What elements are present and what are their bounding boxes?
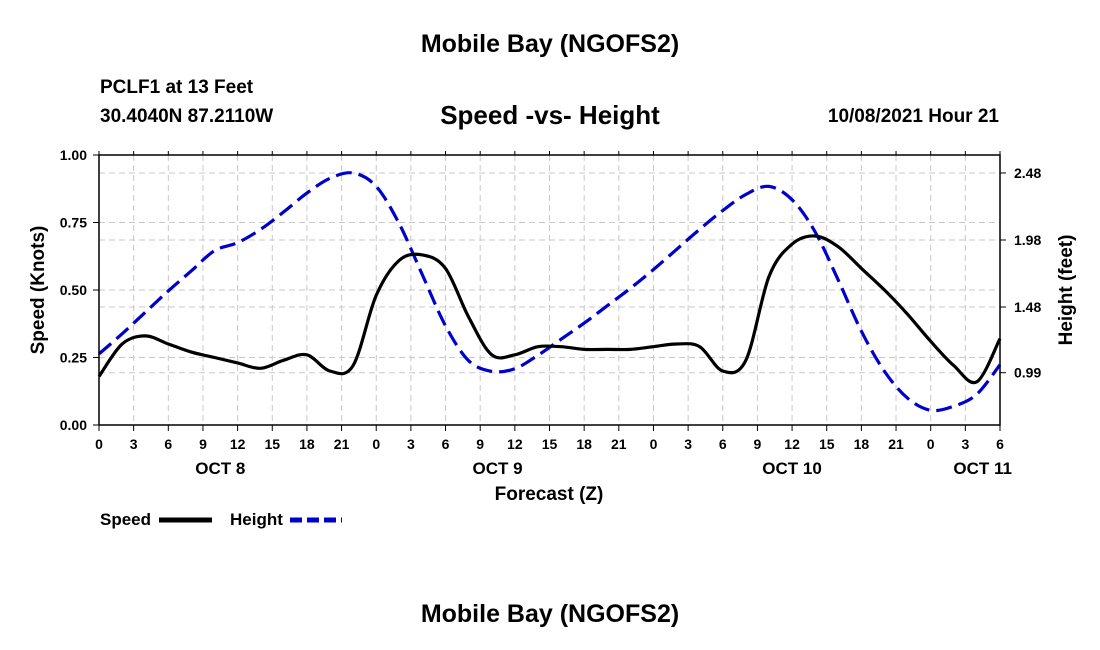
- x-tick-label: 18: [854, 436, 870, 452]
- x-axis-label: Forecast (Z): [495, 484, 604, 505]
- series-layer: [97, 171, 1002, 413]
- x-tick-label: 15: [819, 436, 835, 452]
- legend: Speed Height: [100, 510, 342, 529]
- x-tick-label: 15: [542, 436, 558, 452]
- x-tick-label: 12: [784, 436, 800, 452]
- x-tick-label: 18: [299, 436, 315, 452]
- day-label: OCT 8: [195, 459, 245, 478]
- page-title: Mobile Bay (NGOFS2): [420, 30, 680, 58]
- y2-tick-label: 1.48: [1014, 299, 1041, 315]
- x-tick-label: 3: [684, 436, 692, 452]
- x-tick-label: 6: [164, 436, 172, 452]
- y2-axis-label: Height (feet): [1056, 235, 1077, 346]
- x-tick-label: 3: [130, 436, 138, 452]
- forecast-datetime: 10/08/2021 Hour 21: [827, 106, 999, 127]
- x-tick-label: 21: [611, 436, 627, 452]
- y-tick-label: 0.25: [60, 350, 87, 366]
- y2-tick-label: 1.98: [1014, 232, 1041, 248]
- station-coordinates: 30.4040N 87.2110W: [100, 106, 274, 127]
- y-tick-label: 0.75: [60, 215, 87, 231]
- x-tick-label: 3: [407, 436, 415, 452]
- chart-grid: [99, 155, 1000, 425]
- y-tick-label: 1.00: [60, 147, 87, 163]
- legend-height-label: Height: [230, 510, 283, 529]
- y-axis-label: Speed (Knots): [28, 226, 49, 355]
- chart-title: Speed -vs- Height: [440, 100, 660, 130]
- x-tick-label: 15: [264, 436, 280, 452]
- day-label: OCT 10: [762, 459, 822, 478]
- y-tick-label: 0.50: [60, 282, 87, 298]
- day-label: OCT 11: [953, 459, 1012, 478]
- x-tick-label: 6: [996, 436, 1004, 452]
- station-label: PCLF1 at 13 Feet: [100, 77, 254, 98]
- legend-speed-label: Speed: [100, 510, 151, 529]
- x-tick-label: 12: [230, 436, 246, 452]
- speed-series-line: [97, 234, 1002, 385]
- y2-tick-label: 2.48: [1014, 165, 1041, 181]
- x-tick-label: 0: [95, 436, 103, 452]
- x-tick-label: 0: [650, 436, 658, 452]
- x-tick-label: 0: [927, 436, 935, 452]
- y2-tick-label: 0.99: [1014, 365, 1041, 381]
- x-tick-label: 9: [476, 436, 484, 452]
- x-tick-label: 6: [719, 436, 727, 452]
- x-tick-label: 0: [372, 436, 380, 452]
- x-tick-label: 9: [754, 436, 762, 452]
- x-tick-label: 21: [334, 436, 350, 452]
- y-tick-label: 0.00: [60, 417, 87, 433]
- footer-title: Mobile Bay (NGOFS2): [420, 600, 680, 628]
- day-label: OCT 9: [472, 459, 522, 478]
- chart-axes: 0 3 6 9 12 15 18 21 0 3 6 9 12 15 18 21 0 3 6 9 12 15 18 21 0 3 6 0…: [60, 147, 1042, 478]
- x-tick-label: 3: [961, 436, 969, 452]
- x-tick-label: 9: [199, 436, 207, 452]
- x-tick-label: 21: [888, 436, 904, 452]
- x-tick-label: 18: [576, 436, 592, 452]
- x-tick-label: 6: [442, 436, 450, 452]
- x-tick-label: 12: [507, 436, 523, 452]
